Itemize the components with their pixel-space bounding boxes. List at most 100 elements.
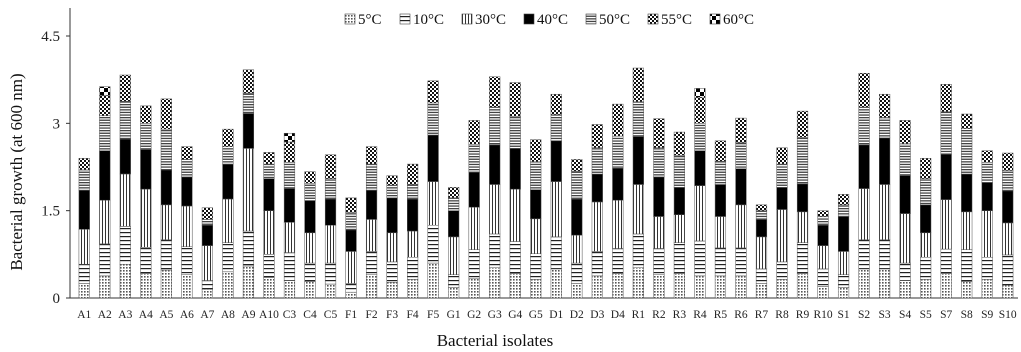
y-tick-label: 1.5 <box>41 204 60 220</box>
bar-segment <box>509 82 521 117</box>
x-tick-label: C5 <box>324 309 338 321</box>
bar-segment <box>632 184 644 235</box>
x-tick-label: G2 <box>467 309 481 321</box>
bar-stack-a8 <box>222 128 234 299</box>
bar-segment <box>591 124 603 149</box>
bar-segment <box>489 184 501 235</box>
bar-stack-a7 <box>201 207 213 299</box>
bar-segment <box>673 242 685 274</box>
bar-segment <box>858 73 870 108</box>
bar-segment <box>550 236 562 270</box>
bar-stack-f1 <box>345 197 357 299</box>
bar-segment <box>509 188 521 242</box>
bar-segment <box>879 239 891 270</box>
bar-segment <box>509 116 521 149</box>
bar-segment <box>201 289 213 299</box>
bar-segment <box>735 117 747 143</box>
bar-segment <box>242 69 255 94</box>
x-tick-label: G4 <box>508 309 522 321</box>
legend: 5°C 10°C 30°C 40°C 50°C 55°C 60°C <box>344 12 754 28</box>
bar-segment <box>119 74 131 102</box>
bar-segment <box>427 262 439 299</box>
bar-segment <box>612 273 624 299</box>
bar-segment <box>961 211 973 250</box>
bar-stack-s10 <box>1002 152 1014 299</box>
bar-segment <box>961 281 973 299</box>
bar-segment <box>489 106 501 146</box>
bar-stack-a6 <box>181 146 193 299</box>
bar-segment <box>673 131 685 156</box>
bar-segment <box>448 274 460 288</box>
bar-segment <box>345 251 357 284</box>
legend-item: 55°C <box>647 12 692 28</box>
bar-segment <box>283 141 296 163</box>
bar-segment <box>612 199 624 249</box>
x-tick-label: A1 <box>77 309 91 321</box>
bar-segment <box>181 146 193 160</box>
bar-segment <box>591 275 603 299</box>
bar-segment <box>324 178 337 200</box>
bar-segment <box>283 188 296 223</box>
legend-swatch <box>585 13 597 25</box>
bars <box>78 67 1014 299</box>
bar-segment <box>78 158 90 171</box>
bar-segment <box>714 247 727 277</box>
x-tick-label: A9 <box>241 309 255 321</box>
bar-segment <box>160 204 172 241</box>
x-tick-label: A2 <box>98 309 112 321</box>
bar-segment <box>99 150 111 201</box>
bar-segment <box>242 265 255 299</box>
bar-segment <box>899 280 911 299</box>
bar-segment <box>468 144 480 173</box>
bar-segment <box>283 222 296 253</box>
bar-segment <box>99 115 111 151</box>
legend-label: 50°C <box>599 12 630 28</box>
bar-segment <box>201 224 213 246</box>
bar-segment <box>530 279 542 299</box>
bar-segment <box>591 173 603 203</box>
bar-segment <box>530 189 542 220</box>
bar-segment <box>345 197 357 213</box>
bar-segment <box>283 132 296 143</box>
legend-swatch <box>647 13 659 25</box>
bar-segment <box>817 286 829 299</box>
bar-segment <box>858 106 870 146</box>
bar-segment <box>776 209 788 263</box>
bar-segment <box>837 251 850 275</box>
bar-stack-a1 <box>78 158 90 299</box>
x-tick-label: S10 <box>999 309 1017 321</box>
legend-item: 60°C <box>709 12 754 28</box>
bar-segment <box>673 155 685 188</box>
bar-segment <box>365 251 378 275</box>
legend-item: 50°C <box>585 12 630 28</box>
bar-segment <box>468 278 480 299</box>
bar-segment <box>509 273 521 299</box>
bar-stack-r9 <box>796 110 809 299</box>
bar-segment <box>981 256 993 280</box>
x-tick-label: S9 <box>981 309 993 321</box>
x-tick-label: D2 <box>570 309 584 321</box>
bar-segment <box>612 248 624 274</box>
legend-swatch <box>709 13 721 25</box>
bar-segment <box>981 210 993 258</box>
bar-segment <box>427 181 439 226</box>
legend-swatch <box>461 13 473 25</box>
legend-label: 60°C <box>723 12 754 28</box>
bar-segment <box>940 273 952 299</box>
x-tick-label: R5 <box>714 309 728 321</box>
bar-segment <box>550 114 562 142</box>
bar-segment <box>304 232 316 264</box>
bar-stack-d1 <box>550 93 562 299</box>
bar-segment <box>694 88 706 98</box>
bar-segment <box>160 128 172 171</box>
bar-segment <box>653 248 665 275</box>
bar-segment <box>755 210 768 220</box>
bar-segment <box>222 198 234 243</box>
bar-segment <box>140 247 152 274</box>
bar-segment <box>181 159 193 178</box>
bar-segment <box>78 263 90 284</box>
bar-segment <box>632 101 644 137</box>
bar-segment <box>283 252 296 281</box>
